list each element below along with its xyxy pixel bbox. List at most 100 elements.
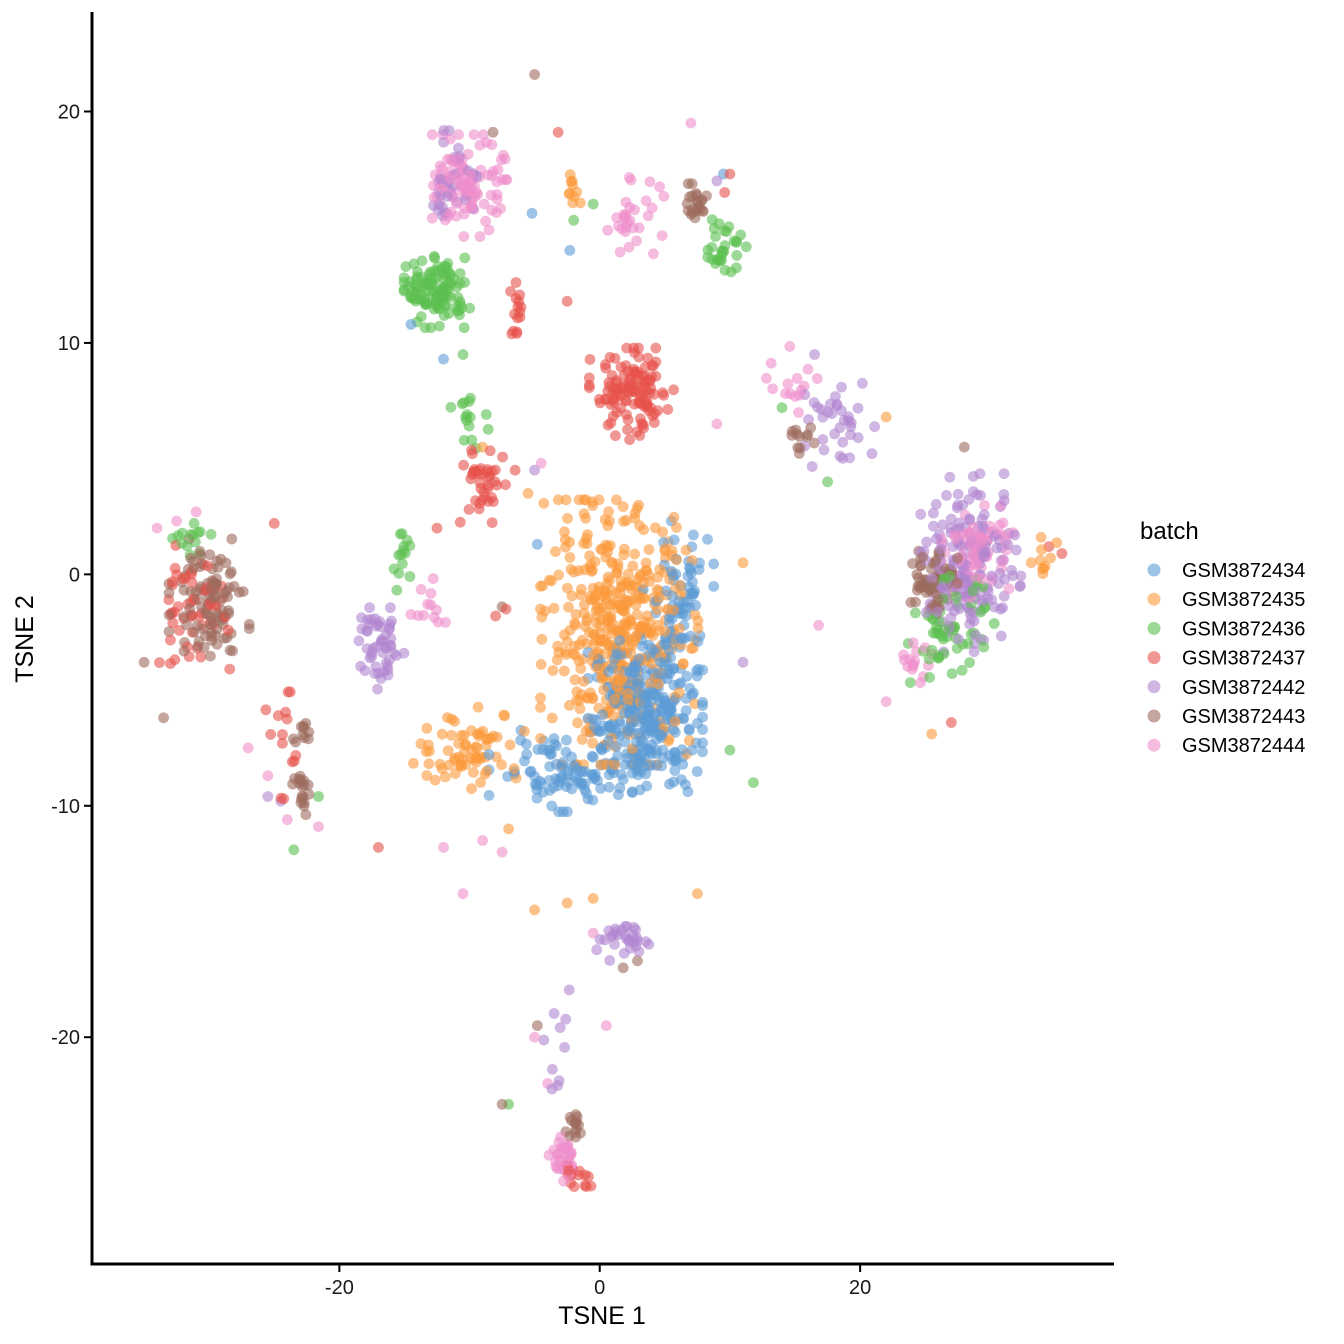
scatter-point: [539, 605, 551, 617]
scatter-point: [626, 787, 638, 798]
scatter-point: [496, 174, 508, 186]
scatter-point: [646, 371, 657, 383]
scatter-point: [621, 921, 633, 932]
scatter-point: [956, 664, 968, 676]
scatter-point: [260, 704, 272, 716]
scatter-point: [708, 558, 720, 570]
scatter-point: [629, 548, 640, 560]
scatter-point: [561, 734, 572, 746]
scatter-point: [970, 629, 982, 641]
scatter-point: [475, 777, 486, 788]
scatter-point: [569, 674, 581, 686]
scatter-point: [809, 349, 820, 360]
scatter-point: [594, 620, 606, 632]
scatter-point: [612, 681, 624, 693]
scatter-point: [644, 760, 656, 772]
scatter-point: [648, 248, 659, 260]
scatter-point: [659, 626, 671, 637]
scatter-point: [373, 668, 385, 679]
scatter-point: [446, 729, 457, 741]
scatter-point: [580, 494, 592, 506]
scatter-point: [444, 133, 456, 145]
scatter-point: [154, 657, 165, 668]
scatter-point: [373, 842, 384, 853]
scatter-point: [740, 241, 752, 253]
scatter-point: [1038, 563, 1050, 574]
scatter-point: [677, 658, 689, 670]
scatter-point: [452, 153, 464, 165]
scatter-point: [737, 656, 749, 668]
scatter-point: [519, 755, 530, 767]
scatter-point: [313, 791, 324, 802]
scatter-point: [382, 661, 393, 672]
scatter-point: [647, 630, 659, 641]
scatter-point: [620, 209, 632, 221]
scatter-point: [391, 584, 403, 596]
scatter-point: [644, 176, 656, 188]
legend-swatch: [1147, 592, 1161, 606]
scatter-point: [631, 235, 642, 247]
scatter-point: [629, 366, 641, 378]
scatter-point: [669, 754, 681, 766]
scatter-point: [547, 1063, 558, 1075]
scatter-point: [978, 641, 990, 653]
scatter-point: [624, 595, 636, 607]
scatter-point: [692, 622, 704, 634]
scatter-point: [676, 633, 688, 645]
scatter-point: [673, 687, 685, 698]
scatter-point: [845, 429, 856, 441]
scatter-point: [834, 422, 846, 434]
scatter-point: [562, 1150, 573, 1161]
scatter-point: [594, 934, 606, 945]
scatter-point: [353, 635, 365, 647]
scatter-point: [579, 1169, 591, 1181]
scatter-point: [562, 582, 573, 594]
scatter-point: [596, 744, 608, 756]
scatter-point: [671, 522, 682, 533]
scatter-point: [941, 490, 952, 501]
scatter-point: [624, 172, 635, 183]
scatter-point: [596, 673, 608, 685]
scatter-point: [561, 295, 573, 307]
legend-label: GSM3872434: [1182, 560, 1305, 582]
scatter-point: [924, 672, 935, 683]
scatter-point: [767, 383, 779, 395]
scatter-point: [658, 190, 670, 202]
scatter-point: [459, 739, 471, 751]
legend-label: GSM3872443: [1182, 706, 1305, 728]
scatter-point: [477, 835, 488, 846]
scatter-point: [198, 642, 210, 653]
scatter-point: [412, 610, 424, 621]
scatter-point: [635, 568, 646, 580]
scatter-point: [620, 395, 631, 406]
scatter-point: [559, 629, 570, 641]
scatter-point: [211, 578, 222, 590]
scatter-point: [1007, 570, 1019, 582]
scatter-point: [409, 279, 420, 291]
scatter-point: [606, 628, 618, 639]
scatter-point: [731, 236, 743, 248]
scatter-point: [664, 778, 675, 790]
scatter-point: [638, 697, 650, 709]
scatter-point: [535, 457, 547, 469]
scatter-point: [506, 328, 518, 340]
scatter-point: [643, 569, 654, 581]
scatter-point: [691, 766, 703, 777]
scatter-point: [496, 1098, 508, 1110]
scatter-point: [622, 752, 633, 764]
scatter-point: [631, 609, 643, 620]
scatter-point: [812, 401, 824, 413]
scatter-point: [431, 522, 443, 534]
scatter-point: [630, 940, 642, 952]
scatter-point: [801, 431, 813, 442]
x-tick-label: -20: [325, 1277, 354, 1299]
scatter-point: [433, 199, 445, 211]
scatter-point: [569, 760, 580, 772]
scatter-point: [617, 601, 629, 613]
scatter-point: [458, 397, 470, 409]
scatter-point: [574, 197, 586, 209]
scatter-point: [546, 1083, 558, 1095]
scatter-point: [806, 461, 818, 472]
scatter-point: [552, 494, 564, 506]
x-axis-title: TSNE 1: [558, 1302, 646, 1330]
